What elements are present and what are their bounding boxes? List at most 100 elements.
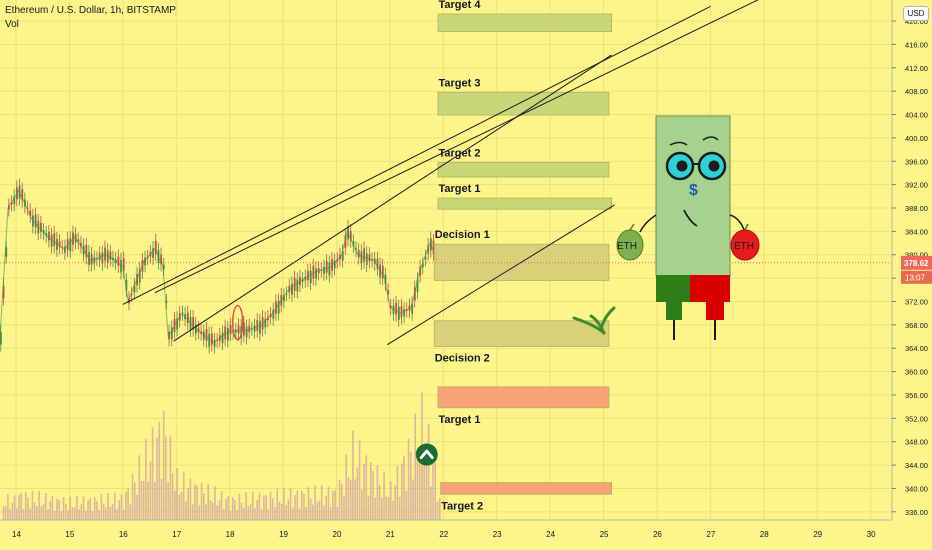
candle-body-154: [411, 303, 414, 314]
coin-right-label: ETH: [734, 241, 754, 252]
candle-body-149: [397, 306, 400, 320]
candle-body-91: [243, 322, 245, 336]
candle-body-113: [301, 279, 304, 282]
volume-bar-68: [154, 481, 156, 520]
volume-bar-130: [292, 507, 294, 520]
candle-body-84: [224, 326, 227, 340]
countdown-label: 13:07: [905, 273, 926, 282]
volume-bar-194: [434, 462, 437, 520]
volume-bar-144: [323, 505, 325, 520]
candle-body-94: [251, 328, 253, 330]
volume-bar-65: [147, 481, 149, 520]
candle-body-114: [304, 276, 307, 281]
candle-body-24: [64, 246, 66, 253]
candle-body-30: [80, 242, 82, 247]
volume-bar-173: [387, 497, 390, 520]
volume-bar-183: [409, 451, 412, 520]
candle-body-102: [272, 309, 275, 319]
candle-body-0: [0, 331, 2, 345]
volume-bar-97: [218, 500, 221, 520]
volume-bar-55: [125, 491, 127, 520]
volume-bar-40: [91, 511, 94, 520]
volume-bar-169: [378, 485, 381, 520]
volume-bar-38: [87, 500, 89, 520]
volume-bar-113: [254, 508, 256, 520]
volume-bar-58: [131, 473, 134, 520]
volume-bar-61: [138, 455, 141, 520]
price-tick-label-9: 372.00: [905, 297, 928, 306]
volume-bar-190: [425, 452, 428, 520]
price-tick-label-13: 388.00: [905, 204, 928, 213]
candle-body-107: [285, 293, 288, 295]
price-tick-label-16: 400.00: [905, 134, 928, 143]
grass-doodle: [572, 306, 616, 335]
price-tick-label-11: 380.00: [905, 251, 928, 260]
price-tick-label-20: 416.00: [905, 40, 928, 49]
volume-bar-172: [385, 496, 388, 520]
volume-bar-139: [312, 504, 314, 520]
volume-bar-49: [111, 504, 114, 520]
volume-bar-34: [78, 509, 80, 520]
candle-body-133: [355, 248, 357, 250]
volume-bar-101: [227, 496, 230, 520]
volume-bar-29: [67, 509, 69, 520]
volume-bar-60: [136, 494, 138, 520]
volume-bar-122: [274, 507, 276, 520]
volume-bar-180: [403, 455, 405, 520]
volume-bar-141: [316, 502, 319, 520]
volume-bar-186: [416, 453, 419, 520]
candle-body-75: [200, 331, 203, 334]
zone-label-1: Target 3: [438, 77, 480, 89]
volume-bar-66: [149, 461, 152, 520]
volume-bar-136: [305, 507, 307, 520]
volume-bar-98: [220, 490, 223, 520]
volume-bar-39: [89, 498, 92, 520]
volume-bar-121: [271, 498, 274, 520]
price-tick-label-0: 336.00: [905, 508, 928, 517]
volume-bar-88: [198, 505, 201, 520]
candle-body-80: [213, 339, 216, 347]
volume-bar-54: [122, 509, 125, 520]
volume-bar-156: [349, 479, 352, 520]
zone-label-7: Target 2: [441, 500, 483, 512]
price-tick-label-3: 348.00: [905, 438, 928, 447]
volume-bar-70: [158, 422, 161, 520]
candle-body-86: [229, 325, 232, 335]
volume-bar-94: [211, 502, 214, 520]
currency-button[interactable]: USD: [903, 6, 929, 21]
volume-bar-8: [20, 492, 23, 520]
zone-5: [433, 320, 610, 347]
volume-bar-124: [278, 501, 281, 520]
candle-body-99: [264, 318, 267, 328]
volume-bar-64: [145, 438, 147, 520]
candle-body-128: [341, 251, 344, 261]
volume-bar-19: [44, 493, 47, 520]
time-axis-bg: [0, 520, 932, 550]
zone-2: [437, 162, 610, 178]
volume-bar-157: [352, 430, 354, 520]
candle-body-110: [293, 277, 296, 291]
price-tick-label-15: 396.00: [905, 157, 928, 166]
candle-body-95: [253, 325, 256, 332]
volume-bar-138: [309, 498, 312, 520]
volume-series: [2, 392, 441, 520]
time-tick-label-6: 20: [333, 530, 342, 539]
candle-body-104: [277, 300, 280, 314]
volume-bar-146: [327, 486, 330, 520]
volume-bar-149: [334, 489, 336, 520]
volume-bar-96: [216, 505, 218, 520]
candle-body-64: [170, 327, 173, 340]
zone-label-0: Target 4: [438, 0, 481, 11]
time-tick-label-9: 23: [493, 530, 502, 539]
volume-bar-106: [238, 494, 241, 520]
volume-bar-72: [162, 411, 165, 520]
time-tick-label-10: 24: [546, 530, 555, 539]
candle-body-18: [48, 231, 50, 241]
zone-7: [440, 482, 612, 495]
price-tick-label-14: 392.00: [905, 181, 928, 190]
candle-body-106: [283, 295, 285, 302]
price-candles: [0, 178, 438, 354]
volume-bar-137: [307, 487, 310, 520]
eyebrow-left: [669, 141, 688, 146]
